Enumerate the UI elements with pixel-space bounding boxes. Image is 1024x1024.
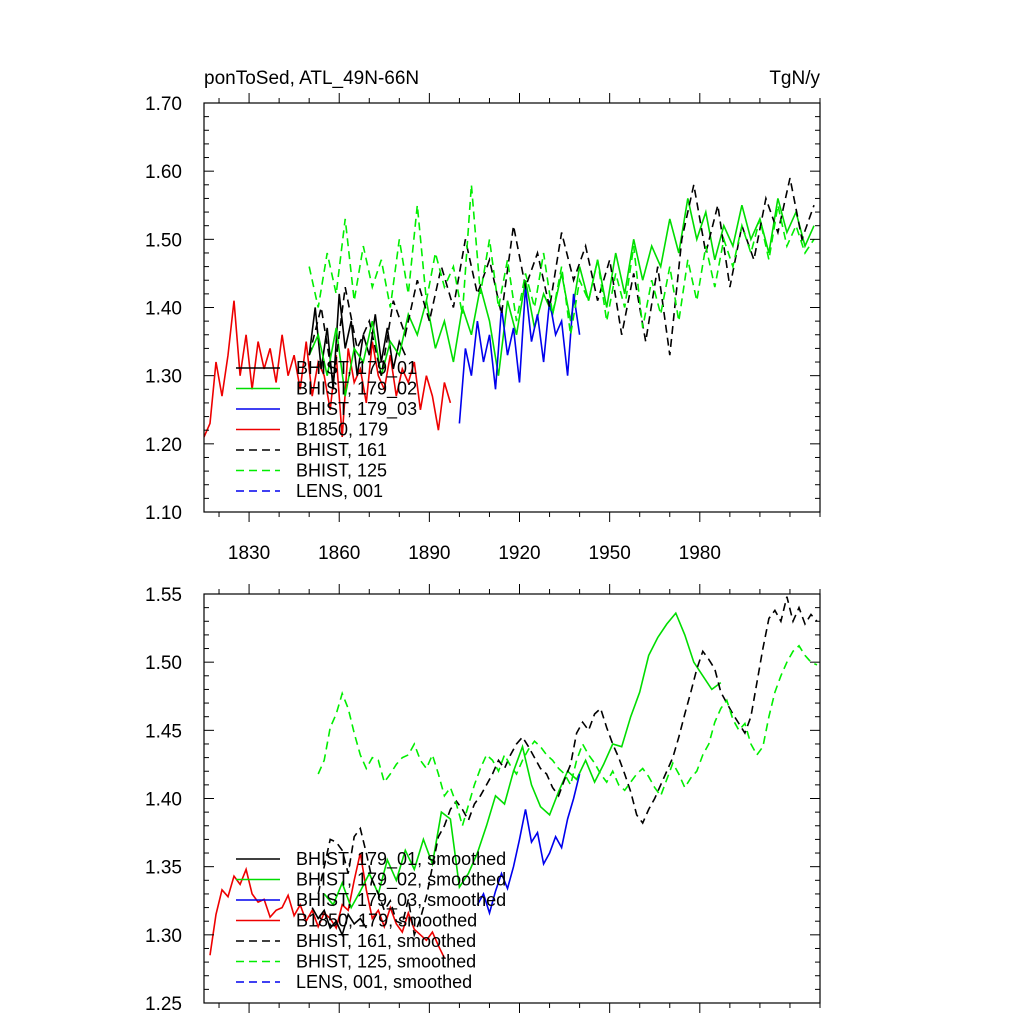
top-plot-area: 1.10 1.20 1.30 1.40 1.50 1.60 1.70 1830 1860 1890…: [145, 93, 821, 564]
bottom-legend-label: BHIST, 179_01, smoothed: [296, 849, 506, 870]
top-legend-label: BHIST, 179_03: [296, 399, 417, 420]
bottom-series-group: [209, 596, 818, 959]
bottom-plot-area: 1.25 1.30 1.35 1.40 1.45 1.50 1.55 BHIST, 179_0…: [145, 584, 821, 1015]
top-legend-label: B1850, 179: [296, 420, 388, 440]
top-series-bhist-125: [308, 184, 815, 335]
bottom-series-bhist-179-01-smoothed: [311, 907, 367, 938]
top-series-bhist-161: [308, 177, 815, 383]
bottom-legend-label: BHIST, 179_02, smoothed: [296, 870, 506, 891]
top-xtick-label: 1830: [228, 543, 270, 564]
top-xtick-label: 1890: [408, 543, 450, 564]
top-legend-label: BHIST, 125: [296, 461, 387, 481]
bottom-legend-label: BHIST, 125, smoothed: [296, 952, 476, 972]
top-ytick-label: 1.30: [145, 367, 182, 388]
top-title-right: TgN/y: [769, 68, 820, 89]
top-ytick-label: 1.40: [145, 299, 182, 320]
top-legend-label: BHIST, 179_01: [296, 358, 417, 379]
top-series-bhist-179-03: [458, 287, 581, 424]
top-xtick-label: 1920: [498, 543, 540, 564]
top-series-group: [204, 177, 815, 438]
top-ytick-label: 1.50: [145, 230, 182, 251]
bottom-legend-label: B1850, 179, smoothed: [296, 911, 477, 931]
top-series-b1850-179: [204, 300, 452, 438]
top-ytick-label: 1.70: [145, 94, 182, 115]
top-xtick-label: 1860: [318, 543, 360, 564]
bottom-legend-label: BHIST, 179_03, smoothed: [296, 890, 506, 911]
top-legend-label: BHIST, 161: [296, 440, 387, 460]
bottom-legend-label: BHIST, 161, smoothed: [296, 931, 476, 951]
bottom-panel: 1.25 1.30 1.35 1.40 1.45 1.50 1.55 BHIST, 179_0…: [145, 584, 821, 1015]
bottom-series-bhist-161-smoothed: [317, 596, 818, 938]
top-ytick-label: 1.20: [145, 435, 182, 456]
bottom-ytick-label: 1.25: [145, 994, 182, 1015]
bottom-series-bhist-125-smoothed: [317, 644, 818, 829]
top-series-bhist-179-02: [308, 198, 815, 397]
bottom-ytick-label: 1.50: [145, 653, 182, 674]
top-ytick-label: 1.10: [145, 503, 182, 524]
top-ytick-label: 1.60: [145, 162, 182, 183]
bottom-series-b1850-179-smoothed: [209, 852, 446, 959]
bottom-ytick-label: 1.40: [145, 790, 182, 811]
bottom-ytick-label: 1.55: [145, 585, 182, 606]
top-title-left: ponToSed, ATL_49N-66N: [204, 68, 419, 89]
top-xtick-label: 1950: [589, 543, 631, 564]
top-panel: ponToSed, ATL_49N-66N TgN/y 1.10 1.20 1.30…: [145, 68, 821, 564]
top-legend-label: LENS, 001: [296, 481, 383, 501]
bottom-series-bhist-179-03-smoothed: [476, 773, 581, 916]
bottom-series-bhist-179-02-smoothed: [323, 611, 722, 910]
bottom-ytick-label: 1.45: [145, 721, 182, 742]
top-series-bhist-179-01: [308, 293, 407, 390]
top-legend-label: BHIST, 179_02: [296, 379, 417, 400]
bottom-ytick-label: 1.30: [145, 926, 182, 947]
bottom-legend-label: LENS, 001, smoothed: [296, 972, 472, 992]
top-xtick-label: 1980: [679, 543, 721, 564]
bottom-ytick-label: 1.35: [145, 858, 182, 879]
